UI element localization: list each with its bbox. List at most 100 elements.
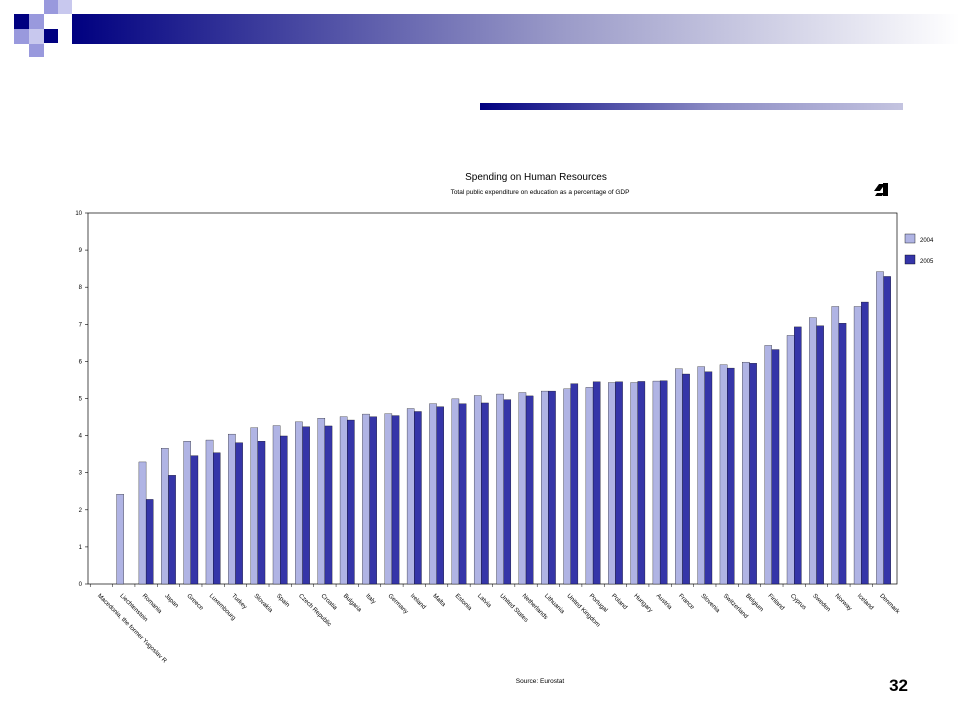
bar-2004 (742, 361, 750, 585)
bar-2004 (675, 368, 683, 585)
bar-2004 (630, 382, 638, 585)
corner-squares (14, 0, 72, 57)
bar-2004 (295, 421, 303, 585)
bar-2005 (838, 323, 847, 585)
bar-2005 (257, 441, 266, 585)
bar-2005 (704, 371, 713, 585)
bar-2004 (406, 408, 415, 585)
bar-2005 (391, 415, 400, 585)
y-tick-label: 1 (79, 545, 83, 551)
y-tick-label: 5 (79, 397, 83, 403)
chart-title: Spending on Human Resources (465, 172, 607, 183)
bar-2005 (637, 381, 646, 585)
x-category-label: Hungary (632, 592, 654, 614)
x-category-label: Japan (163, 592, 180, 609)
chart-source: Source: Eurostat (516, 678, 565, 685)
bar-2004 (138, 461, 147, 585)
bar-2004 (541, 390, 549, 585)
y-tick-label: 4 (79, 434, 83, 440)
y-tick-label: 9 (79, 248, 83, 254)
bar-2005 (682, 373, 690, 585)
bar-2005 (168, 475, 176, 585)
bar-2004 (183, 441, 191, 585)
bar-2004 (853, 306, 862, 585)
bar-2005 (347, 419, 355, 585)
x-category-label: Turkey (230, 592, 249, 611)
y-tick-label: 8 (79, 285, 83, 291)
y-tick-label: 3 (79, 471, 83, 477)
bar-2004 (250, 427, 258, 585)
bar-2005 (816, 325, 824, 585)
x-category-label: Malta (431, 592, 447, 608)
bar-2004 (563, 388, 571, 585)
bar-2005 (615, 381, 623, 585)
bar-2005 (503, 399, 512, 585)
bar-2005 (481, 402, 489, 585)
bar-2004 (473, 395, 482, 585)
bar-2005 (414, 411, 422, 585)
x-category-label: Iceland (856, 592, 875, 611)
y-tick-label: 10 (75, 211, 82, 217)
bar-2005 (302, 426, 310, 585)
x-category-label: Austria (655, 592, 674, 611)
bar-2004 (228, 433, 236, 585)
bar-2005 (592, 381, 601, 585)
bar-2005 (369, 416, 377, 585)
x-category-label: France (677, 592, 696, 611)
bar-2004 (831, 306, 840, 585)
bar-2005 (190, 455, 199, 585)
bar-2004 (518, 392, 527, 585)
bar-2004 (496, 393, 504, 585)
bar-2004 (697, 366, 705, 585)
bars (116, 271, 891, 585)
x-category-label: Bulgaria (342, 592, 363, 613)
x-category-label: Finland (766, 592, 786, 612)
bar-2004 (205, 439, 214, 585)
legend-label-2005: 2005 (920, 259, 934, 265)
bar-2005 (771, 349, 780, 585)
bar-2005 (212, 452, 221, 585)
chart-subtitle: Total public expenditure on education as… (451, 189, 630, 196)
slide-number: 32 (889, 676, 908, 695)
bar-2005 (659, 380, 668, 585)
x-category-label: Slovenia (699, 592, 721, 614)
bar-2004 (451, 398, 460, 585)
y-tick-label: 7 (79, 322, 83, 328)
x-category-label: Cyprus (789, 592, 808, 611)
bar-2005 (794, 326, 802, 585)
bar-2005 (548, 390, 556, 585)
y-tick-label: 6 (79, 359, 83, 365)
logo-glyph-icon (874, 183, 888, 196)
bar-2004 (161, 448, 169, 585)
bar-2004 (764, 345, 773, 585)
x-category-label: Estonia (454, 592, 474, 612)
x-category-label: Slovakia (252, 592, 274, 614)
bar-2005 (570, 383, 579, 585)
x-category-label: Norway (833, 592, 853, 612)
x-category-label: Sweden (811, 592, 832, 613)
bar-2004 (809, 317, 817, 585)
bar-2005 (280, 435, 288, 585)
legend-swatch-2005 (904, 254, 916, 265)
x-category-label: Ireland (409, 592, 428, 611)
bar-2005 (525, 395, 534, 585)
x-category-label: Belgium (744, 592, 765, 613)
bar-2005 (145, 499, 154, 585)
bar-2005 (235, 442, 243, 585)
bar-2005 (861, 301, 869, 585)
bar-2004 (317, 418, 326, 585)
x-category-label: Croatia (319, 592, 338, 611)
bar-2004 (272, 425, 281, 585)
legend-swatch-2004 (904, 233, 916, 244)
top-gradient-bar (72, 14, 960, 44)
bar-2004 (652, 380, 661, 585)
x-category-label: Poland (610, 592, 629, 611)
bar-2004 (719, 364, 728, 585)
slide-decoration (14, 0, 960, 110)
x-category-label: Italy (364, 592, 378, 606)
x-category-label: Spain (275, 592, 292, 609)
bar-2005 (324, 425, 333, 585)
bar-2005 (883, 276, 891, 585)
x-category-label: Latvia (476, 592, 493, 609)
bar-2004 (608, 382, 616, 585)
